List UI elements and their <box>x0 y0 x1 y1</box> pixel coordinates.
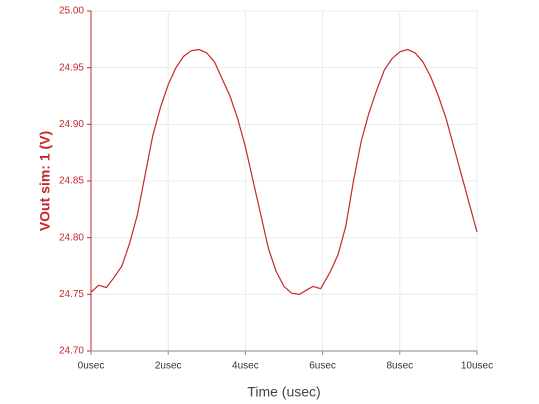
x-tick-label: 10usec <box>461 361 493 372</box>
x-tick-label: 2usec <box>155 361 182 372</box>
x-tick-label: 6usec <box>309 361 336 372</box>
y-tick-label: 24.95 <box>59 62 84 73</box>
y-tick-label: 24.85 <box>59 176 84 187</box>
x-tick-label: 0usec <box>78 361 105 372</box>
x-tick-label: 4usec <box>232 361 259 372</box>
y-tick-label: 24.80 <box>59 232 84 243</box>
y-tick-label: 24.90 <box>59 119 84 130</box>
x-axis-title: Time (usec) <box>247 384 320 400</box>
y-tick-label: 24.70 <box>59 346 84 357</box>
y-axis-title: VOut sim: 1 (V) <box>37 131 53 231</box>
series-line <box>90 48 478 295</box>
y-tick-label: 24.75 <box>59 289 84 300</box>
y-tick-label: 25.00 <box>59 6 84 17</box>
x-tick-label: 8usec <box>386 361 413 372</box>
